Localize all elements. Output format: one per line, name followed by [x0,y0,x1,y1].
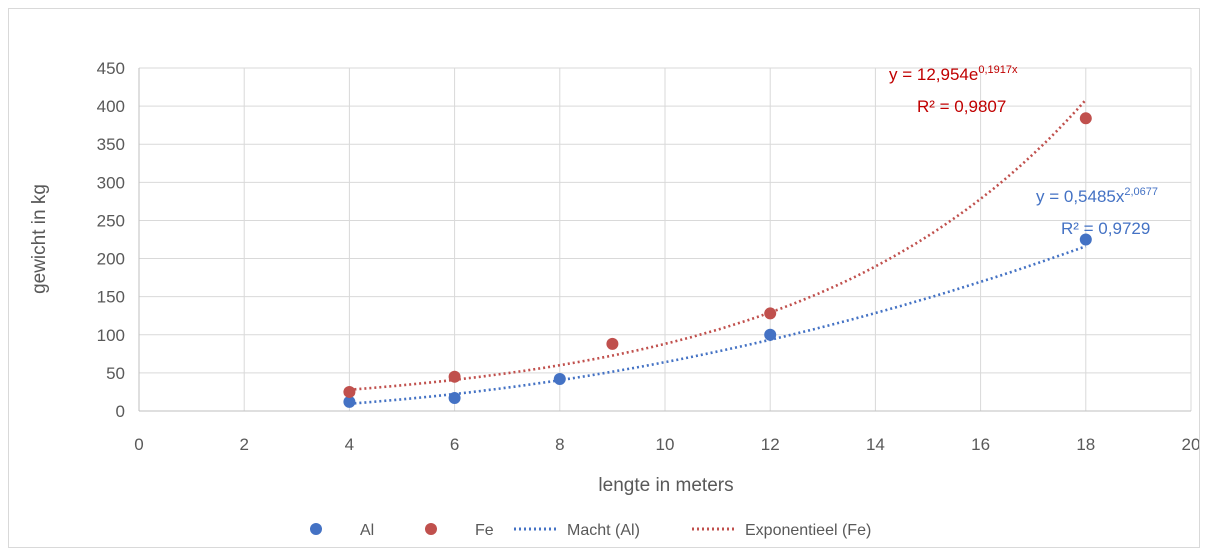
legend-al-marker [310,523,322,535]
fe-data-point [343,385,356,398]
y-tick-label: 350 [97,135,125,154]
x-tick-label: 14 [866,435,885,454]
y-tick-label: 450 [97,59,125,78]
legend-al-label: Al [360,522,374,539]
x-tick-label: 4 [345,435,354,454]
al-equation-label: y = 0,5485x2,0677 [1036,186,1158,206]
y-tick-label: 150 [97,288,125,307]
y-tick-label: 50 [106,364,125,383]
x-tick-label: 20 [1182,435,1199,454]
fe-data-point [1079,112,1092,125]
fe-data-point [448,370,461,383]
y-tick-label: 250 [97,211,125,230]
x-tick-label: 12 [761,435,780,454]
legend-fe-trend-label: Exponentieel (Fe) [745,522,871,539]
legend-fe-label: Fe [475,522,494,539]
fe-trendline [349,98,1087,391]
axes [138,68,1191,412]
fe-data-point [606,337,619,350]
trendlines [349,98,1087,405]
y-tick-label: 0 [116,402,125,421]
chart-frame: 0 2 4 6 8 10 12 14 16 18 20 0 50 100 150 200 250 300 350 40… [8,8,1200,548]
x-tick-label: 16 [971,435,990,454]
y-tick-label: 300 [97,173,125,192]
fe-equation-label: y = 12,954e0,1917x [889,64,1018,84]
x-tick-label: 0 [134,435,143,454]
x-tick-label: 8 [555,435,564,454]
y-axis-label: gewicht in kg [29,184,50,294]
scatter-chart: 0 2 4 6 8 10 12 14 16 18 2005010015020025030035040… [29,59,1199,539]
x-tick-label: 10 [656,435,675,454]
fe-data-point [764,307,777,320]
al-data-point [553,372,566,385]
al-data-point [1079,233,1092,246]
y-tick-label: 400 [97,97,125,116]
al-data-point [343,395,356,408]
al-data-point [448,392,461,405]
al-equation-base: y = 0,5485x [1036,187,1125,206]
al-r2-label: R² = 0,9729 [1061,219,1150,238]
legend-fe-marker [425,523,437,535]
x-tick-label: 18 [1076,435,1095,454]
tick-labels: 0 2 4 6 8 10 12 14 16 18 2005010015020025030035040… [97,59,1199,454]
fe-equation-exponent: 0,1917x [978,64,1018,76]
al-equation-exponent: 2,0677 [1124,186,1158,198]
data-points [343,112,1092,408]
y-tick-label: 100 [97,326,125,345]
al-data-point [764,328,777,341]
legend-al-trend-label: Macht (Al) [567,522,640,539]
al-trendline [349,245,1087,405]
x-tick-label: 6 [450,435,459,454]
y-tick-label: 200 [97,250,125,269]
legend: Al Fe Macht (Al) Exponentieel (Fe) [310,522,871,539]
x-axis-label: lengte in meters [598,475,733,496]
fe-equation-base: y = 12,954e [889,65,978,84]
fe-r2-label: R² = 0,9807 [917,97,1006,116]
grid-lines [138,67,1192,412]
x-tick-label: 2 [239,435,248,454]
